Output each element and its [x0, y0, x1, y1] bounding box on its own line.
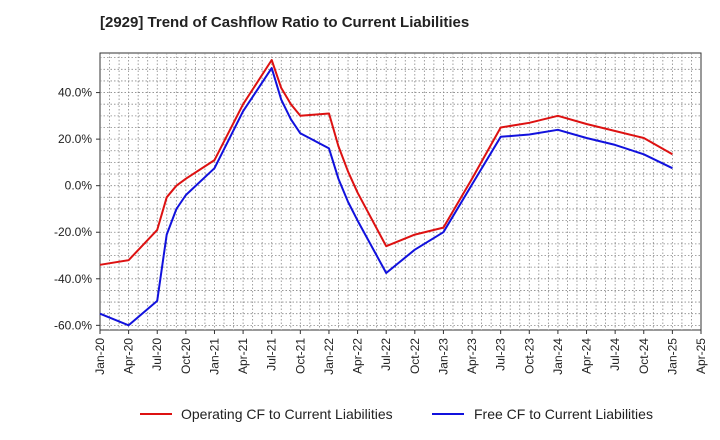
x-tick-label: Oct-23	[522, 338, 536, 374]
x-tick-label: Jul-23	[494, 338, 508, 371]
series-line	[99, 59, 673, 266]
x-tick-label: Apr-24	[580, 338, 594, 374]
y-tick-label: -20.0%	[54, 225, 92, 239]
x-tick-label: Oct-22	[408, 338, 422, 374]
y-tick-label: -40.0%	[54, 272, 92, 286]
x-tick-label: Jul-24	[608, 338, 622, 371]
legend-label: Free CF to Current Liabilities	[474, 406, 653, 422]
x-tick-label: Apr-25	[694, 338, 708, 374]
x-tick-label: Apr-22	[351, 338, 365, 374]
x-tick-label: Apr-20	[122, 338, 136, 374]
x-tick-label: Apr-23	[465, 338, 479, 374]
x-tick-label: Jan-24	[551, 338, 565, 375]
x-tick-label: Jul-21	[265, 338, 279, 371]
x-tick-label: Jul-22	[379, 338, 393, 371]
x-tick-label: Jan-22	[322, 338, 336, 375]
x-tick-label: Jan-21	[207, 338, 221, 375]
legend-label: Operating CF to Current Liabilities	[181, 406, 393, 422]
y-tick-label: 0.0%	[65, 179, 93, 193]
y-tick-label: 40.0%	[58, 86, 92, 100]
y-tick-label: -60.0%	[54, 318, 92, 332]
x-tick-label: Oct-20	[179, 338, 193, 374]
x-tick-label: Jan-23	[436, 338, 450, 375]
x-tick-label: Apr-21	[236, 338, 250, 374]
x-tick-label: Oct-21	[293, 338, 307, 374]
plot-area	[99, 52, 702, 331]
x-tick-label: Jan-20	[93, 338, 107, 375]
series-line	[99, 67, 673, 327]
x-tick-label: Jan-25	[665, 338, 679, 375]
x-tick-label: Oct-24	[637, 338, 651, 374]
chart-title: [2929] Trend of Cashflow Ratio to Curren…	[100, 14, 470, 31]
y-tick-label: 20.0%	[58, 132, 92, 146]
x-tick-label: Jul-20	[150, 338, 164, 371]
